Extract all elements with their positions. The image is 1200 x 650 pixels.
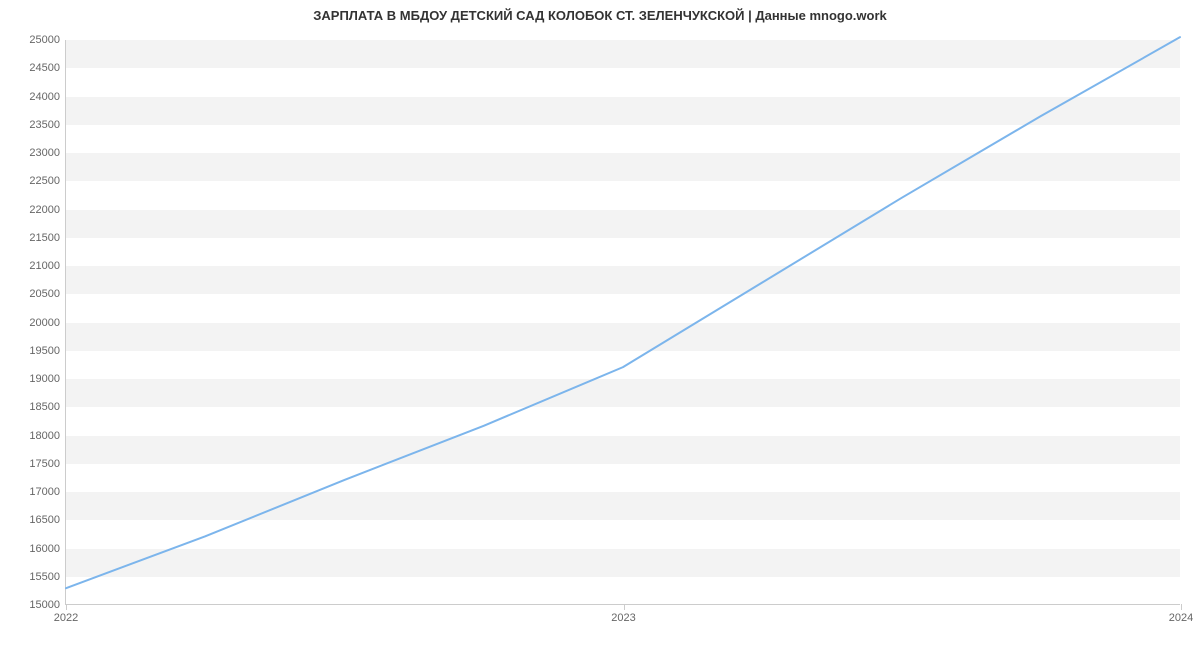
y-tick-label: 18000: [29, 430, 60, 442]
y-tick-label: 16500: [29, 514, 60, 526]
x-tick-label: 2023: [611, 612, 635, 624]
y-tick-label: 17000: [29, 486, 60, 498]
y-tick-label: 21000: [29, 260, 60, 272]
y-tick-label: 24500: [29, 62, 60, 74]
y-tick-label: 18500: [29, 401, 60, 413]
y-tick-label: 15500: [29, 571, 60, 583]
y-tick-label: 15000: [29, 599, 60, 611]
y-tick-label: 22000: [29, 204, 60, 216]
x-tick: [624, 604, 625, 610]
y-tick-label: 19500: [29, 345, 60, 357]
plot-area: 1500015500160001650017000175001800018500…: [65, 40, 1180, 605]
y-tick-label: 20000: [29, 317, 60, 329]
x-tick-label: 2022: [54, 612, 78, 624]
y-tick-label: 17500: [29, 458, 60, 470]
y-tick-label: 25000: [29, 34, 60, 46]
chart-container: ЗАРПЛАТА В МБДОУ ДЕТСКИЙ САД КОЛОБОК СТ.…: [0, 0, 1200, 650]
y-tick-label: 16000: [29, 543, 60, 555]
line-series: [66, 40, 1180, 604]
x-tick: [66, 604, 67, 610]
y-tick-label: 23000: [29, 147, 60, 159]
y-tick-label: 24000: [29, 91, 60, 103]
x-tick: [1181, 604, 1182, 610]
chart-title: ЗАРПЛАТА В МБДОУ ДЕТСКИЙ САД КОЛОБОК СТ.…: [0, 8, 1200, 23]
y-tick-label: 19000: [29, 373, 60, 385]
y-tick-label: 20500: [29, 288, 60, 300]
y-tick-label: 21500: [29, 232, 60, 244]
y-tick-label: 22500: [29, 175, 60, 187]
y-tick-label: 23500: [29, 119, 60, 131]
x-tick-label: 2024: [1169, 612, 1193, 624]
